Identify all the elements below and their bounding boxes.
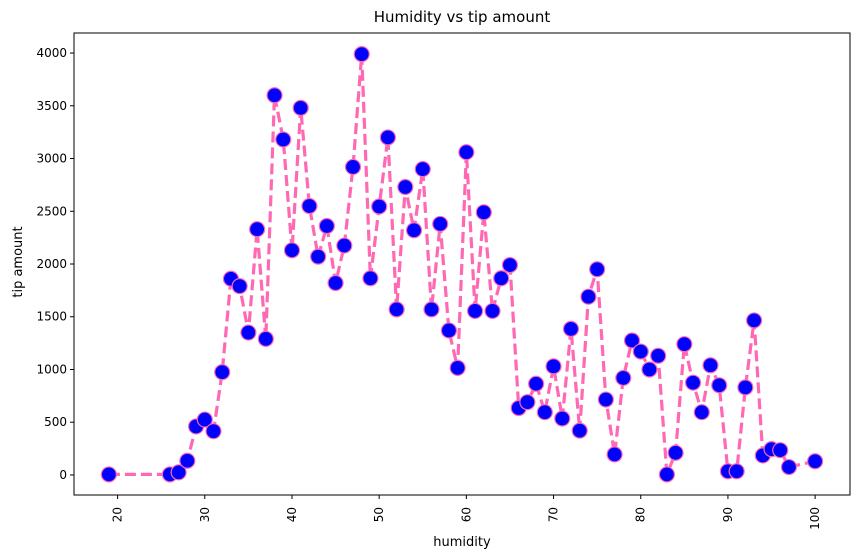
data-point bbox=[536, 404, 553, 421]
data-point bbox=[728, 463, 745, 480]
data-point bbox=[684, 374, 702, 391]
data-point bbox=[615, 369, 632, 387]
data-point bbox=[667, 444, 684, 461]
data-point bbox=[318, 217, 335, 235]
data-point bbox=[562, 320, 580, 337]
data-point bbox=[100, 466, 117, 483]
x-tick-label: 70 bbox=[547, 507, 561, 522]
data-point bbox=[440, 322, 458, 339]
series-markers bbox=[100, 45, 824, 483]
data-point bbox=[170, 464, 187, 481]
data-point bbox=[807, 453, 824, 470]
y-tick-label: 1000 bbox=[36, 362, 67, 376]
data-point bbox=[196, 411, 213, 428]
data-point bbox=[493, 270, 510, 287]
data-point bbox=[641, 361, 658, 378]
y-tick-label: 500 bbox=[44, 415, 67, 429]
data-point bbox=[519, 394, 536, 411]
data-point bbox=[745, 312, 763, 329]
x-axis-label: humidity bbox=[433, 535, 491, 550]
x-tick-label: 40 bbox=[285, 507, 299, 522]
y-axis-label: tip amount bbox=[11, 226, 26, 297]
data-point bbox=[249, 221, 266, 238]
data-point bbox=[484, 302, 501, 320]
data-point bbox=[554, 410, 571, 427]
data-point bbox=[737, 379, 754, 396]
data-point bbox=[676, 336, 693, 353]
data-point bbox=[772, 442, 789, 459]
data-point bbox=[310, 248, 327, 265]
x-tick-label: 60 bbox=[459, 507, 473, 522]
y-axis: 0 500 1000 1500 2000 2500 3000 3500 4000 bbox=[36, 46, 74, 482]
y-tick-label: 4000 bbox=[36, 46, 67, 60]
data-point bbox=[405, 222, 423, 239]
data-point bbox=[257, 330, 274, 347]
data-point bbox=[632, 343, 649, 360]
data-point bbox=[780, 458, 798, 476]
data-point bbox=[301, 197, 318, 215]
x-tick-label: 100 bbox=[808, 507, 822, 530]
data-point bbox=[693, 404, 710, 421]
y-tick-label: 3000 bbox=[36, 152, 67, 166]
data-point bbox=[414, 160, 431, 178]
data-point bbox=[371, 198, 388, 215]
y-tick-label: 0 bbox=[59, 468, 67, 482]
data-point bbox=[275, 131, 292, 148]
y-tick-label: 3500 bbox=[36, 99, 67, 113]
data-point bbox=[545, 358, 562, 375]
x-axis: 20 30 40 50 60 70 80 90 100 bbox=[111, 495, 822, 530]
data-point bbox=[344, 158, 362, 176]
data-point bbox=[397, 178, 414, 196]
data-point bbox=[571, 422, 588, 439]
data-point bbox=[353, 45, 370, 63]
data-point bbox=[528, 375, 545, 392]
x-tick-label: 90 bbox=[721, 507, 735, 522]
chart-title: Humidity vs tip amount bbox=[374, 8, 551, 26]
data-point bbox=[388, 301, 405, 318]
data-point bbox=[179, 452, 196, 469]
data-point bbox=[449, 359, 466, 376]
x-tick-label: 80 bbox=[634, 507, 648, 522]
data-point bbox=[650, 347, 667, 364]
series-line bbox=[108, 52, 816, 476]
data-point bbox=[423, 301, 440, 318]
y-tick-label: 1500 bbox=[36, 310, 67, 324]
data-point bbox=[711, 377, 728, 394]
y-tick-label: 2500 bbox=[36, 204, 67, 218]
x-tick-label: 20 bbox=[111, 507, 125, 522]
data-point bbox=[658, 466, 675, 483]
data-point bbox=[702, 357, 719, 374]
data-point bbox=[475, 204, 492, 221]
x-tick-label: 30 bbox=[198, 507, 212, 522]
data-point bbox=[432, 215, 449, 233]
data-point bbox=[231, 278, 248, 295]
y-tick-label: 2000 bbox=[36, 257, 67, 271]
data-point bbox=[458, 144, 475, 161]
data-point bbox=[266, 87, 283, 104]
data-point bbox=[327, 274, 344, 292]
data-point bbox=[292, 99, 309, 116]
data-point bbox=[606, 446, 623, 463]
data-point bbox=[589, 261, 606, 278]
data-point bbox=[214, 364, 231, 381]
data-point bbox=[240, 324, 257, 341]
data-point bbox=[336, 237, 353, 254]
data-point bbox=[379, 129, 396, 146]
data-point bbox=[580, 288, 597, 305]
x-tick-label: 50 bbox=[372, 507, 386, 522]
data-line bbox=[108, 52, 816, 476]
data-point bbox=[501, 256, 519, 274]
data-point bbox=[205, 423, 222, 440]
data-point bbox=[597, 391, 614, 408]
data-point bbox=[466, 302, 484, 320]
data-point bbox=[283, 242, 301, 259]
data-point bbox=[623, 332, 641, 349]
data-point bbox=[362, 270, 379, 287]
